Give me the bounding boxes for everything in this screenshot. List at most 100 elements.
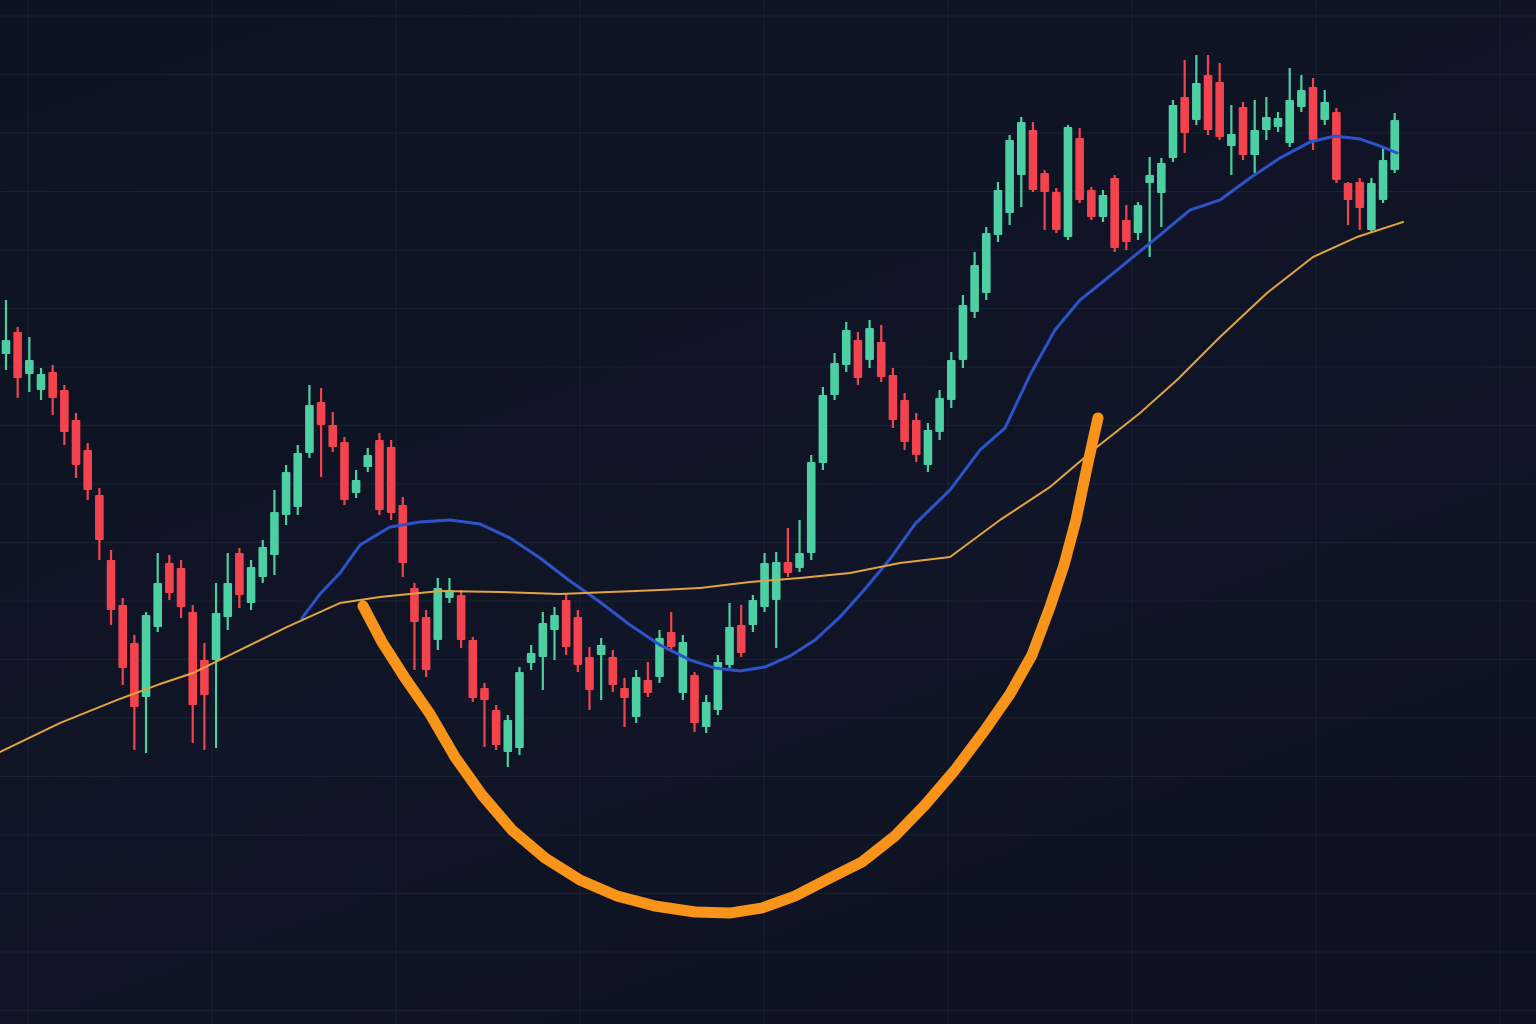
candle-up xyxy=(141,612,151,753)
candle-body xyxy=(981,233,991,293)
candle-down xyxy=(690,672,699,732)
candle-body xyxy=(1250,130,1259,155)
candle-up xyxy=(433,578,443,650)
candle-up xyxy=(923,423,933,472)
candle-body xyxy=(1075,138,1084,200)
candle-body xyxy=(421,617,431,670)
candle-down xyxy=(118,598,127,685)
candle-body xyxy=(736,625,746,653)
candle-body xyxy=(351,480,361,493)
candle-body xyxy=(60,390,69,432)
candle-down xyxy=(71,413,81,478)
candle-up xyxy=(631,670,641,723)
candle-up xyxy=(305,385,314,458)
candle-up xyxy=(281,465,291,525)
candle-body xyxy=(340,442,349,500)
candle-body xyxy=(515,672,524,748)
candle-body xyxy=(293,453,303,507)
candle-down xyxy=(375,433,384,515)
candle-down xyxy=(398,497,408,577)
candle-body xyxy=(1180,97,1189,133)
candle-down xyxy=(1332,108,1341,183)
candle-body xyxy=(526,653,536,663)
candle-down xyxy=(176,560,186,618)
candle-body xyxy=(1040,173,1049,192)
candle-down xyxy=(1040,170,1049,230)
candle-body xyxy=(760,563,769,607)
candle-down xyxy=(456,590,466,648)
candle-down xyxy=(1028,122,1038,192)
candle-down xyxy=(876,325,886,382)
candle-body xyxy=(386,447,396,513)
candle-up xyxy=(748,595,758,632)
candle-down xyxy=(1052,188,1061,233)
candle-down xyxy=(316,388,326,477)
candle-body xyxy=(935,398,944,432)
candle-up xyxy=(958,295,968,368)
candle-body xyxy=(585,657,594,690)
candle-down xyxy=(643,662,653,697)
candle-up xyxy=(1390,113,1400,173)
candle-up xyxy=(538,612,548,690)
candle-up xyxy=(1250,100,1259,173)
candle-up xyxy=(701,695,711,733)
candle-up xyxy=(223,553,233,630)
candle-up xyxy=(153,553,163,632)
candle-down xyxy=(888,368,898,428)
candle-up xyxy=(1285,68,1294,147)
candle-body xyxy=(1157,163,1166,193)
candle-down xyxy=(608,650,618,692)
cup-pattern-curve xyxy=(357,412,1104,919)
candle-down xyxy=(340,437,349,505)
candle-down xyxy=(1355,178,1365,230)
candle-body xyxy=(141,615,151,697)
candle-body xyxy=(911,420,921,455)
candle-up xyxy=(760,553,769,612)
candle-body xyxy=(958,305,968,360)
candle-down xyxy=(1308,78,1318,150)
candle-body xyxy=(853,340,863,378)
candle-up xyxy=(211,583,221,748)
candle-body xyxy=(1332,112,1341,180)
candle-up xyxy=(771,552,781,648)
candle-body xyxy=(876,342,886,377)
candle-body xyxy=(503,720,513,752)
candle-body xyxy=(550,615,559,630)
candle-body xyxy=(130,643,139,707)
candle-up xyxy=(841,322,851,372)
candle-up xyxy=(1016,117,1026,207)
candle-body xyxy=(25,360,34,374)
candle-body xyxy=(480,688,489,700)
candle-body xyxy=(1343,183,1353,200)
candle-down xyxy=(1203,55,1213,135)
candle-down xyxy=(1343,182,1353,225)
candle-body xyxy=(328,425,338,447)
candle-body xyxy=(1297,90,1306,107)
candle-up xyxy=(550,607,559,660)
candle-body xyxy=(468,640,478,698)
candle-body xyxy=(1320,102,1330,120)
candle-body xyxy=(176,568,186,607)
candle-down xyxy=(1087,187,1096,220)
candle-up xyxy=(713,655,723,715)
candle-up xyxy=(795,520,804,572)
candle-body xyxy=(666,632,676,647)
candle-down xyxy=(480,683,489,747)
candle-body xyxy=(1367,183,1376,230)
candle-up xyxy=(1168,100,1178,162)
candle-up xyxy=(1063,125,1073,240)
candle-up xyxy=(1262,97,1271,140)
candle-down xyxy=(585,647,594,710)
candle-body xyxy=(818,395,828,463)
candle-up xyxy=(1320,90,1330,125)
candle-down xyxy=(561,593,571,655)
candle-body xyxy=(888,375,898,420)
candle-up xyxy=(1098,190,1108,222)
candle-down xyxy=(853,332,863,385)
candle-body xyxy=(783,562,793,573)
candle-body xyxy=(1,340,11,354)
candle-body xyxy=(713,662,723,710)
candle-body xyxy=(631,677,641,717)
candle-up xyxy=(725,603,734,668)
